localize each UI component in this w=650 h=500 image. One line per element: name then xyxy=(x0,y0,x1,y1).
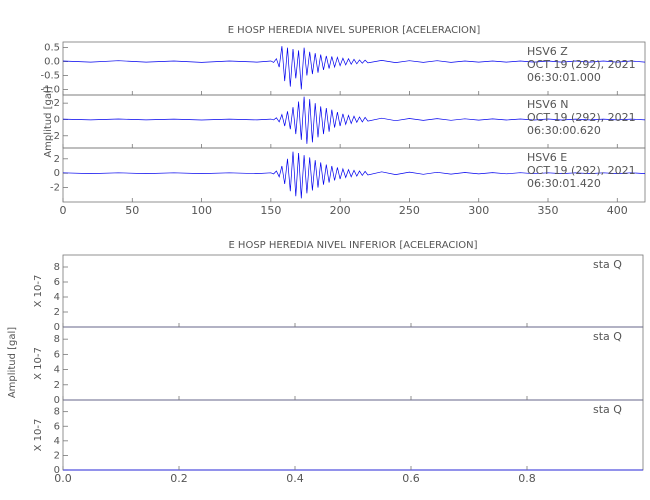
y-tick-label: 2 xyxy=(54,98,60,109)
trace-annotation: 06:30:01.420 xyxy=(527,177,601,190)
y-scale-label: X 10-7 xyxy=(33,275,44,308)
y-tick-label: 4 xyxy=(54,436,60,447)
x-tick-label: 0.4 xyxy=(286,472,304,485)
trace-annotation: OCT 19 (292), 2021 xyxy=(527,111,636,124)
trace-annotation: HSV6 E xyxy=(527,151,567,164)
panel-frame xyxy=(62,254,644,328)
trace-annotation: OCT 19 (292), 2021 xyxy=(527,164,636,177)
chart-title: E HOSP HEREDIA NIVEL INFERIOR [ACELERACI… xyxy=(228,240,477,251)
trace xyxy=(62,46,646,90)
y-tick-label: 0 xyxy=(54,395,60,406)
y-tick-label: 0.0 xyxy=(44,57,60,68)
y-axis-label: Amplitud [gal] xyxy=(7,327,18,398)
trace xyxy=(62,151,646,199)
y-tick-label: -0.5 xyxy=(40,70,60,81)
y-tick-label: 8 xyxy=(54,334,60,345)
y-tick-label: 4 xyxy=(54,292,60,303)
y-tick-label: 0 xyxy=(54,114,60,125)
trace-annotation: OCT 19 (292), 2021 xyxy=(527,58,636,71)
trace-annotation: 06:30:00.620 xyxy=(527,124,601,137)
y-tick-label: 8 xyxy=(54,262,60,273)
y-scale-label: X 10-7 xyxy=(33,419,44,452)
y-tick-label: -2 xyxy=(50,183,60,194)
y-tick-label: 2 xyxy=(54,450,60,461)
trace-annotation: HSV6 Z xyxy=(527,45,568,58)
x-tick-label: 200 xyxy=(330,204,351,217)
trace-annotation: 06:30:01.000 xyxy=(527,71,601,84)
x-tick-label: 400 xyxy=(607,204,628,217)
trace-annotation: HSV6 N xyxy=(527,98,569,111)
y-tick-label: 6 xyxy=(54,421,60,432)
y-tick-label: 8 xyxy=(54,407,60,418)
y-tick-label: 0 xyxy=(54,465,60,476)
x-tick-label: 0.8 xyxy=(518,472,536,485)
y-tick-label: 2 xyxy=(54,154,60,165)
y-tick-label: 0.5 xyxy=(44,43,60,54)
panel-frame xyxy=(62,326,644,401)
x-tick-label: 150 xyxy=(260,204,281,217)
x-tick-label: 100 xyxy=(191,204,212,217)
y-tick-label: 4 xyxy=(54,365,60,376)
y-tick-label: 2 xyxy=(54,307,60,318)
panel-frame xyxy=(62,147,646,203)
x-tick-label: 50 xyxy=(125,204,139,217)
y-tick-label: 0 xyxy=(54,168,60,179)
trace-annotation: sta Q xyxy=(593,258,622,271)
x-tick-label: 300 xyxy=(468,204,489,217)
trace-annotation: sta Q xyxy=(593,330,622,343)
y-tick-label: 6 xyxy=(54,277,60,288)
x-tick-label: 0.6 xyxy=(402,472,420,485)
x-tick-label: 350 xyxy=(538,204,559,217)
chart-title: E HOSP HEREDIA NIVEL SUPERIOR [ACELERACI… xyxy=(228,25,481,36)
y-axis-label: Amplitud [gal] xyxy=(43,86,54,157)
x-tick-label: 0 xyxy=(60,204,67,217)
x-tick-label: 250 xyxy=(399,204,420,217)
panel-frame xyxy=(62,399,644,471)
y-tick-label: 2 xyxy=(54,380,60,391)
y-tick-label: 6 xyxy=(54,349,60,360)
x-tick-label: 0.2 xyxy=(170,472,188,485)
y-scale-label: X 10-7 xyxy=(33,347,44,380)
y-tick-label: -2 xyxy=(50,131,60,142)
trace xyxy=(62,96,646,144)
x-tick-label: 0.0 xyxy=(54,472,72,485)
y-tick-label: -1.0 xyxy=(40,84,60,95)
y-tick-label: 0 xyxy=(54,322,60,333)
trace-annotation: sta Q xyxy=(593,403,622,416)
